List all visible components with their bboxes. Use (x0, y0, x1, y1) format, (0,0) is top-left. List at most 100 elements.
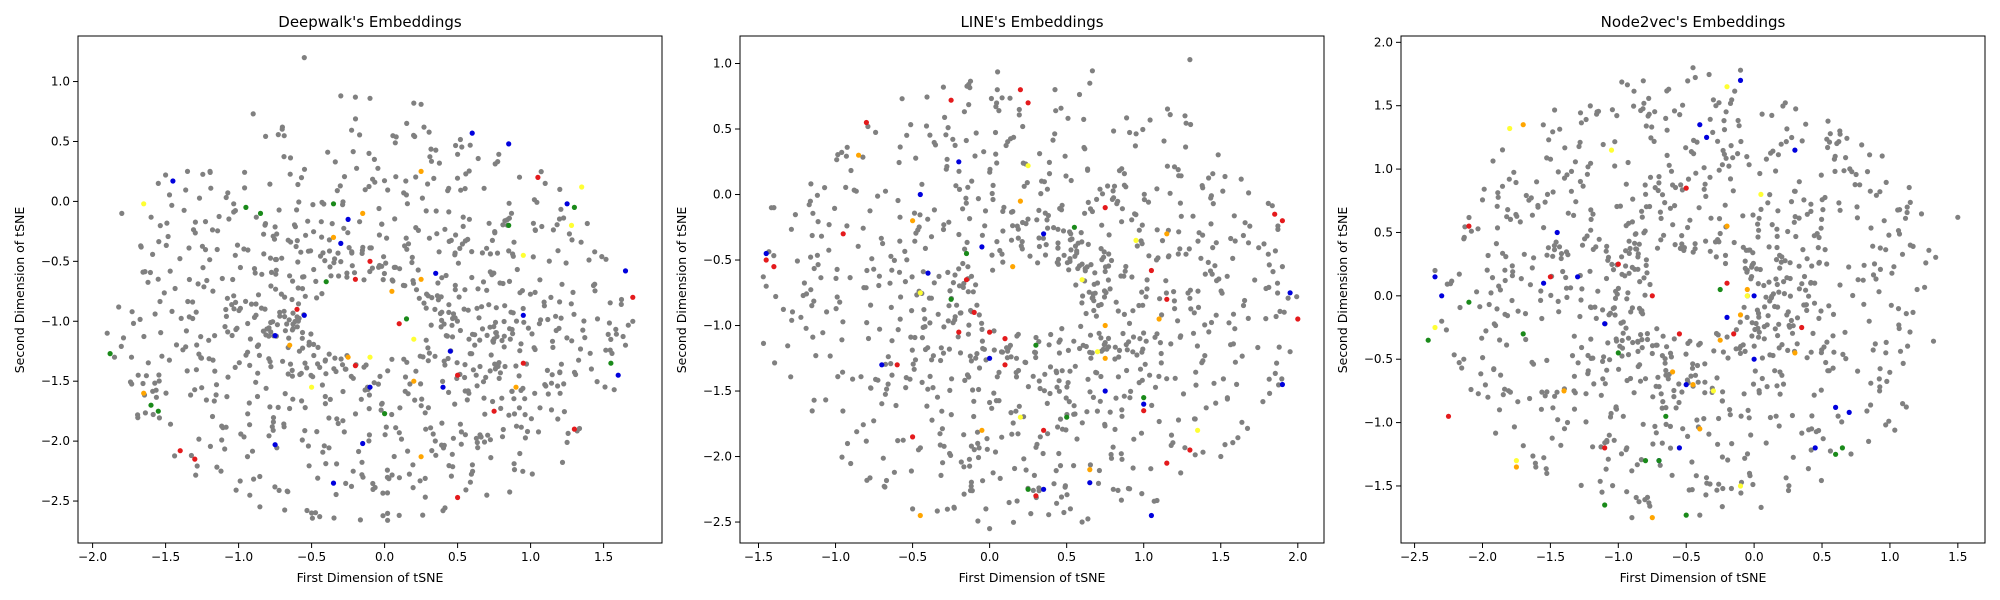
data-point-gray (430, 431, 436, 437)
data-point-yellow (579, 184, 585, 190)
data-point-gray (332, 159, 338, 165)
data-point-gray (216, 213, 222, 220)
data-point-gray (569, 338, 575, 344)
data-point-gray (1654, 245, 1661, 251)
data-point-blue (469, 130, 475, 136)
data-point-gray (1755, 334, 1762, 340)
data-point-gray (351, 270, 358, 276)
data-point-gray (1449, 278, 1455, 284)
data-point-gray (1119, 166, 1125, 172)
data-point-orange (360, 210, 366, 216)
data-point-blue (979, 244, 985, 250)
data-point-gray (225, 190, 231, 196)
data-point-gray (1899, 251, 1906, 257)
x-tick-label: 1.0 (1880, 550, 1899, 564)
data-point-gray (622, 342, 629, 348)
data-point-gray (1096, 467, 1102, 474)
data-point-gray (188, 392, 194, 398)
data-point-gray (169, 202, 175, 208)
data-point-gray (944, 156, 950, 162)
data-point-gray (402, 388, 408, 394)
data-point-gray (1609, 107, 1615, 113)
data-point-gray (366, 392, 372, 398)
data-point-gray (553, 313, 559, 319)
data-point-gray (219, 275, 225, 282)
data-point-gray (1168, 432, 1175, 438)
data-point-gray (939, 426, 946, 432)
data-point-gray (1544, 191, 1551, 197)
data-point-gray (392, 140, 398, 146)
data-point-gray (1088, 355, 1094, 361)
data-point-gray (810, 334, 816, 340)
data-point-gray (1071, 338, 1077, 344)
data-point-gray (1824, 261, 1830, 267)
data-point-gray (1505, 207, 1511, 213)
data-point-gray (927, 320, 933, 326)
data-point-gray (1068, 247, 1074, 253)
data-point-gray (1036, 378, 1042, 384)
data-point-gray (263, 385, 269, 391)
data-point-gray (1870, 347, 1876, 353)
data-point-gray (1859, 142, 1865, 148)
data-point-gray (1538, 288, 1544, 294)
data-point-gray (1095, 480, 1102, 486)
data-point-gray (1877, 384, 1883, 390)
data-point-gray (1713, 254, 1719, 260)
data-point-gray (1046, 171, 1053, 177)
data-point-gray (1877, 366, 1883, 372)
data-point-green (1425, 337, 1431, 343)
data-point-green (107, 351, 113, 357)
data-point-gray (423, 305, 429, 311)
data-point-gray (896, 269, 903, 275)
data-point-gray (976, 386, 982, 393)
data-point-gray (462, 238, 468, 244)
data-point-gray (267, 359, 273, 365)
data-point-gray (1086, 289, 1092, 295)
data-point-yellow (1710, 388, 1716, 394)
data-point-gray (1719, 398, 1725, 404)
data-point-gray (999, 434, 1005, 440)
data-point-gray (1059, 202, 1065, 208)
data-point-gray (1110, 486, 1116, 492)
data-point-gray (999, 349, 1006, 355)
data-point-gray (270, 415, 277, 421)
data-point-gray (1772, 326, 1778, 332)
data-point-gray (501, 333, 507, 339)
data-point-gray (1774, 383, 1780, 389)
data-point-gray (1723, 109, 1729, 115)
data-point-gray (1647, 503, 1653, 509)
data-point-blue (1751, 356, 1757, 362)
data-point-gray (389, 472, 395, 478)
data-point-gray (506, 412, 512, 418)
data-point-gray (421, 124, 427, 130)
data-point-gray (1572, 390, 1578, 396)
data-point-gray (403, 235, 409, 241)
data-point-gray (1612, 139, 1618, 145)
data-point-blue (622, 268, 629, 274)
data-point-blue (1602, 321, 1608, 327)
data-point-gray (271, 236, 278, 242)
data-point-gray (532, 227, 538, 233)
data-point-gray (354, 165, 360, 171)
data-point-gray (1013, 374, 1020, 380)
data-point-gray (1818, 350, 1824, 356)
data-point-gray (320, 449, 326, 455)
data-point-gray (1092, 290, 1098, 296)
data-point-gray (1073, 282, 1079, 288)
data-point-yellow (1079, 277, 1085, 283)
data-point-gray (1208, 193, 1214, 199)
data-point-gray (520, 468, 526, 474)
data-point-gray (1140, 126, 1146, 133)
data-point-blue (272, 333, 278, 339)
data-point-gray (1623, 248, 1629, 254)
data-point-gray (493, 330, 499, 336)
data-point-gray (835, 374, 841, 380)
data-point-gray (267, 404, 273, 410)
data-point-gray (193, 472, 199, 478)
data-point-gray (147, 269, 153, 276)
data-point-gray (1663, 115, 1669, 121)
data-point-gray (1738, 490, 1744, 496)
data-point-gray (936, 273, 942, 279)
data-point-gray (155, 180, 161, 186)
data-point-gray (1230, 255, 1236, 261)
